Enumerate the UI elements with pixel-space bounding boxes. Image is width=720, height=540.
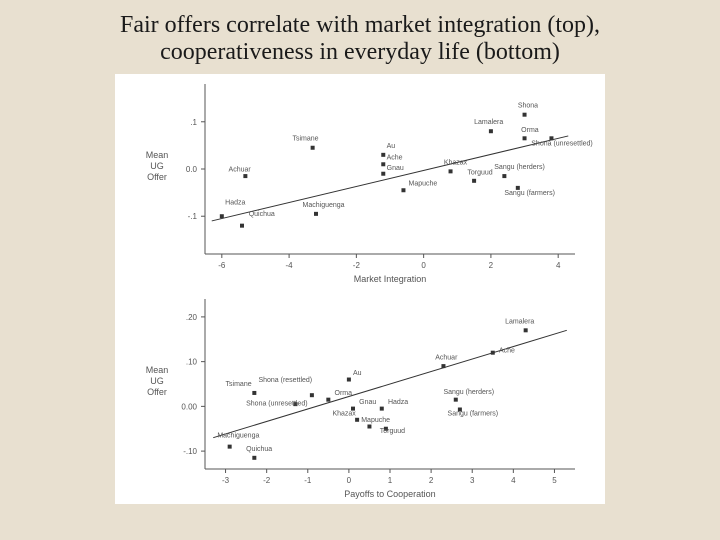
svg-text:Achuar: Achuar: [229, 166, 252, 173]
svg-text:1: 1: [388, 476, 393, 485]
svg-text:Sangu (herders): Sangu (herders): [443, 389, 494, 396]
svg-text:Sangu (farmers): Sangu (farmers): [504, 190, 555, 197]
svg-text:Hadza: Hadza: [225, 199, 245, 206]
svg-text:0.0: 0.0: [186, 165, 198, 174]
svg-text:Au: Au: [353, 370, 362, 377]
svg-text:Hadza: Hadza: [388, 399, 408, 406]
svg-text:4: 4: [511, 476, 516, 485]
scatter-charts-svg: -6-4-2024-.10.0.1Market IntegrationMeanU…: [115, 74, 605, 504]
svg-text:Khazax: Khazax: [332, 410, 356, 417]
svg-text:UG: UG: [150, 376, 164, 386]
svg-text:Khazax: Khazax: [444, 159, 468, 166]
svg-text:Lamalera: Lamalera: [474, 119, 503, 126]
svg-text:Sangu (herders): Sangu (herders): [494, 164, 545, 171]
svg-text:-4: -4: [286, 261, 294, 270]
svg-text:Offer: Offer: [147, 172, 167, 182]
svg-text:Torguud: Torguud: [467, 170, 492, 177]
svg-text:Shona (resettled): Shona (resettled): [258, 377, 312, 384]
svg-text:Ache: Ache: [387, 155, 403, 162]
svg-text:-.1: -.1: [188, 212, 198, 221]
svg-text:Achuar: Achuar: [435, 354, 458, 361]
svg-text:Orma: Orma: [335, 390, 353, 397]
svg-text:UG: UG: [150, 161, 164, 171]
svg-text:.20: .20: [186, 313, 198, 322]
svg-text:Tsimane: Tsimane: [226, 381, 252, 388]
svg-text:Au: Au: [387, 143, 396, 150]
svg-text:Orma: Orma: [521, 127, 539, 134]
svg-text:Sangu (farmers): Sangu (farmers): [448, 410, 499, 417]
svg-text:-1: -1: [304, 476, 312, 485]
svg-text:-3: -3: [222, 476, 230, 485]
svg-text:2: 2: [429, 476, 434, 485]
svg-text:Machiguenga: Machiguenga: [217, 433, 259, 440]
svg-text:3: 3: [470, 476, 475, 485]
svg-text:.1: .1: [190, 118, 197, 127]
slide-title: Fair offers correlate with market integr…: [0, 0, 720, 74]
svg-text:.10: .10: [186, 358, 198, 367]
title-line1: Fair offers correlate with market integr…: [120, 12, 600, 38]
svg-text:0: 0: [347, 476, 352, 485]
svg-text:Shona (unresettled): Shona (unresettled): [246, 400, 307, 407]
svg-text:-2: -2: [353, 261, 361, 270]
svg-text:Mapuche: Mapuche: [361, 417, 390, 424]
svg-text:Shona: Shona: [518, 103, 538, 110]
svg-text:-2: -2: [263, 476, 271, 485]
svg-text:Market Integration: Market Integration: [354, 274, 427, 284]
svg-text:Machiguenga: Machiguenga: [303, 202, 345, 209]
svg-text:Gnau: Gnau: [387, 165, 404, 172]
svg-text:Mapuche: Mapuche: [409, 181, 438, 188]
svg-text:Payoffs to Cooperation: Payoffs to Cooperation: [344, 489, 435, 499]
svg-text:4: 4: [556, 261, 561, 270]
svg-text:Quichua: Quichua: [246, 446, 272, 453]
svg-text:Gnau: Gnau: [359, 399, 376, 406]
chart-panel: -6-4-2024-.10.0.1Market IntegrationMeanU…: [115, 74, 605, 504]
title-line2: cooperativeness in everyday life (bottom…: [160, 39, 560, 65]
svg-text:0: 0: [421, 261, 426, 270]
svg-text:Shona (unresettled): Shona (unresettled): [531, 140, 592, 147]
svg-text:Offer: Offer: [147, 387, 167, 397]
svg-text:Quichua: Quichua: [249, 211, 275, 218]
svg-text:Mean: Mean: [146, 365, 169, 375]
svg-text:Tsimane: Tsimane: [292, 136, 318, 143]
svg-text:Lamalera: Lamalera: [505, 319, 534, 326]
svg-text:Torguud: Torguud: [380, 428, 405, 435]
svg-text:-.10: -.10: [183, 447, 197, 456]
svg-text:2: 2: [489, 261, 494, 270]
svg-text:0.00: 0.00: [181, 402, 197, 411]
svg-text:Ache: Ache: [499, 348, 515, 355]
svg-text:5: 5: [552, 476, 557, 485]
svg-text:-6: -6: [218, 261, 226, 270]
svg-text:Mean: Mean: [146, 150, 169, 160]
